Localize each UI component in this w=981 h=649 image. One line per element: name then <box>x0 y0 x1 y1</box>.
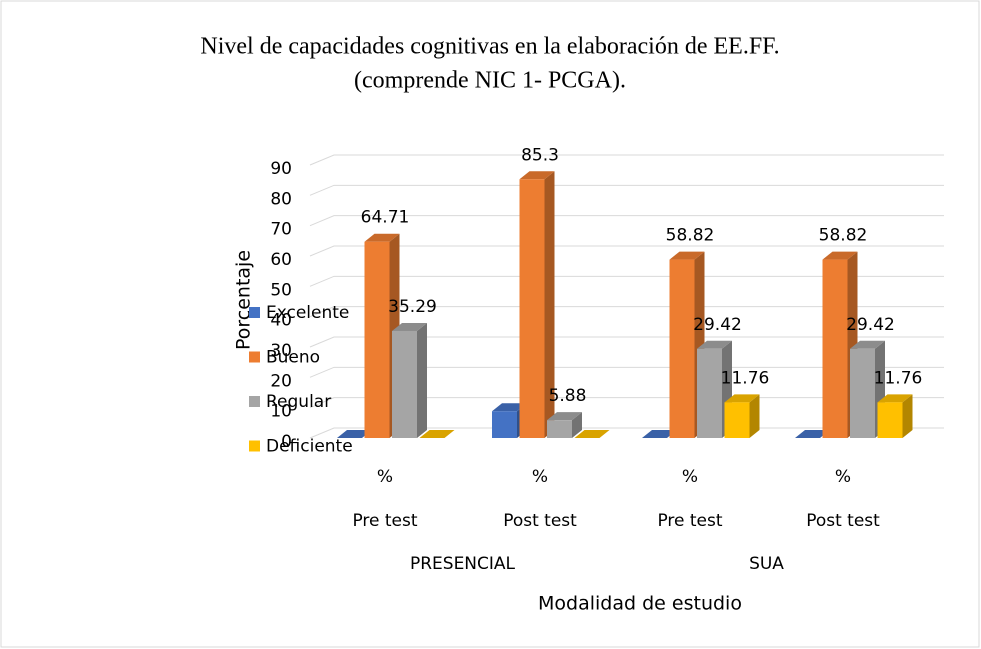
data-label: 29.42 <box>846 315 895 335</box>
bar-side <box>572 412 582 438</box>
bar-top <box>877 394 913 403</box>
y-tick-label: 20 <box>270 371 292 391</box>
bar <box>877 394 913 438</box>
bar-front <box>392 330 417 438</box>
grid-line <box>309 275 944 287</box>
bar-top <box>519 171 555 180</box>
grid-line <box>309 184 944 196</box>
bar <box>547 412 582 438</box>
bar-top <box>392 322 427 331</box>
grid-line <box>309 215 944 227</box>
bar <box>724 394 760 438</box>
x-tick-label: % <box>377 467 393 487</box>
test-label: Pre test <box>657 511 722 531</box>
bar <box>850 340 885 438</box>
bar-top <box>724 394 760 403</box>
bar-front <box>877 402 903 438</box>
data-label: 85.3 <box>521 145 559 165</box>
x-axis-label: Modalidad de estudio <box>538 593 742 615</box>
bar <box>519 171 555 439</box>
legend-label: Regular <box>266 392 331 412</box>
bar-side <box>417 322 427 438</box>
data-label: 5.88 <box>549 386 587 406</box>
y-tick-label: 80 <box>270 189 292 209</box>
y-tick-label: 60 <box>270 250 292 270</box>
bar-side <box>749 394 760 438</box>
grid-line <box>309 245 944 257</box>
bar-top <box>492 403 527 412</box>
grid-line <box>309 154 944 166</box>
data-label: 11.76 <box>874 368 923 388</box>
bar-front <box>724 402 750 438</box>
legend-swatch <box>249 396 260 407</box>
x-tick-label: % <box>532 467 548 487</box>
bar-top <box>850 340 885 349</box>
x-tick-label: % <box>835 467 851 487</box>
chart-title: Nivel de capacidades cognitivas en la el… <box>200 34 779 60</box>
bar-front <box>364 241 390 438</box>
legend-swatch <box>249 351 260 363</box>
bar-front <box>547 420 572 438</box>
x-tick-label: % <box>682 467 698 487</box>
y-tick-label: 30 <box>270 341 292 361</box>
legend-label: Excelente <box>266 303 349 323</box>
y-axis-label: Porcentaje <box>233 250 255 350</box>
data-label: 58.82 <box>819 226 868 246</box>
data-label: 64.71 <box>361 208 410 228</box>
bar-side <box>544 171 555 439</box>
legend-swatch <box>249 307 260 318</box>
bar <box>574 430 610 438</box>
legend-label: Bueno <box>266 348 320 368</box>
modality-label: SUA <box>749 554 784 574</box>
data-label: 11.76 <box>721 368 770 388</box>
data-label: 29.42 <box>693 315 742 335</box>
legend-swatch <box>249 440 260 452</box>
bar-top <box>364 233 400 242</box>
bar <box>795 430 830 438</box>
bar-top <box>669 251 705 260</box>
y-tick-label: 0 <box>281 432 292 452</box>
grid-line <box>309 336 944 348</box>
test-label: Post test <box>806 511 880 531</box>
y-tick-label: 40 <box>270 311 292 331</box>
bar <box>642 430 677 438</box>
test-label: Pre test <box>352 511 417 531</box>
bar-top <box>642 430 677 438</box>
y-tick-label: 90 <box>270 159 292 179</box>
bar-top <box>337 430 372 438</box>
bar-front <box>519 179 545 439</box>
bar-front <box>822 259 848 438</box>
bar <box>337 430 372 438</box>
data-label: 58.82 <box>666 226 715 246</box>
bar-front <box>850 348 875 438</box>
bar-top <box>795 430 830 438</box>
bar-top <box>547 412 582 421</box>
bar <box>822 251 858 438</box>
test-label: Post test <box>503 511 577 531</box>
modality-label: PRESENCIAL <box>410 554 516 574</box>
bar-front <box>492 411 517 438</box>
y-tick-label: 50 <box>270 280 292 300</box>
grid-line <box>309 306 944 318</box>
bar-side <box>902 394 913 438</box>
bar-top <box>574 430 610 438</box>
bar-front <box>697 348 722 438</box>
data-label: 35.29 <box>388 297 437 317</box>
grid-line <box>309 366 944 378</box>
y-tick-label: 70 <box>270 220 292 240</box>
bar <box>392 322 427 438</box>
bar-top <box>822 251 858 260</box>
legend-label: Deficiente <box>266 437 353 457</box>
bar-front <box>669 259 695 438</box>
bar-top <box>419 430 455 438</box>
chart-subtitle: (comprende NIC 1- PCGA). <box>354 68 626 94</box>
y-tick-label: 10 <box>270 402 292 422</box>
bar-top <box>697 340 732 349</box>
bar <box>419 430 455 438</box>
